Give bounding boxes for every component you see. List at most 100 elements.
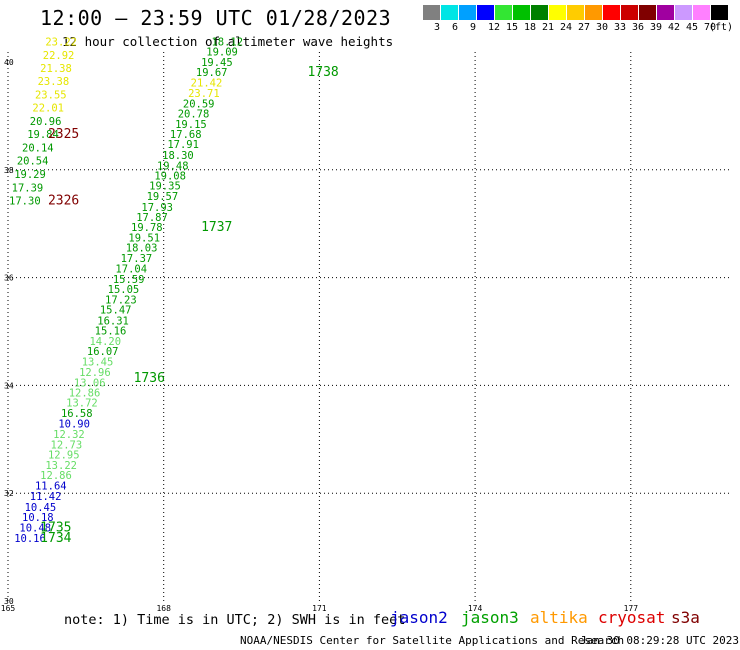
y-tick-label: 36 <box>4 274 14 283</box>
wave-height-label: 10.18 <box>22 512 54 524</box>
wave-height-label: 15.05 <box>108 284 140 296</box>
color-scale-swatch <box>567 5 584 20</box>
pass-time-label: 1738 <box>307 65 338 80</box>
color-scale-tick: 39 <box>650 22 663 33</box>
satellite-label-jason3: jason3 <box>461 608 519 627</box>
color-scale-tick: 18 <box>524 22 537 33</box>
y-tick-label: 38 <box>4 166 14 175</box>
wave-height-label: 19.48 <box>157 160 189 172</box>
wave-height-label: 12.73 <box>51 439 83 451</box>
wave-height-label: 22.01 <box>32 103 64 115</box>
wave-height-label: 19.45 <box>201 57 233 69</box>
wave-height-label: 20.78 <box>178 109 210 121</box>
color-scale-swatch <box>711 5 728 20</box>
wave-height-label: 17.87 <box>136 212 168 224</box>
color-scale-tick: 36 <box>632 22 645 33</box>
wave-height-label: 19.35 <box>149 181 181 193</box>
color-scale-swatch <box>495 5 512 20</box>
y-tick-label: 30 <box>4 597 14 606</box>
wave-height-label: 15.47 <box>100 305 132 317</box>
wave-height-label: 15.16 <box>95 326 127 338</box>
wave-height-label: 18.03 <box>126 243 158 255</box>
wave-height-label: 13.06 <box>74 377 106 389</box>
wave-height-label: 23.55 <box>35 90 67 102</box>
pass-time-label: 1737 <box>201 220 232 235</box>
x-tick-label: 168 <box>156 604 171 613</box>
wave-height-label: 13.72 <box>66 397 98 409</box>
wave-height-label: 14.20 <box>89 336 121 348</box>
color-scale-tick: 21 <box>542 22 555 33</box>
color-scale-swatch <box>585 5 602 20</box>
satellite-label-cryosat: cryosat <box>598 608 666 627</box>
wave-height-label: 23.38 <box>38 76 70 88</box>
wave-height-label: 23.22 <box>45 36 77 48</box>
color-scale-swatch <box>441 5 458 20</box>
wave-height-label: 11.64 <box>35 480 67 492</box>
wave-height-label: 16.07 <box>87 346 119 358</box>
color-scale-swatch <box>693 5 710 20</box>
footer-timestamp: Jan 30 08:29:28 UTC 2023 <box>580 634 739 647</box>
wave-height-label: 19.78 <box>131 222 163 234</box>
wave-height-label: 17.39 <box>12 182 44 194</box>
wave-height-label: 18.30 <box>162 150 194 162</box>
color-scale-tick: 33 <box>614 22 627 33</box>
wave-height-label: 15.59 <box>113 274 145 286</box>
color-scale-tick: 24 <box>560 22 573 33</box>
page-title: 12:00 — 23:59 UTC 01/28/2023 <box>40 6 392 30</box>
y-tick-label: 40 <box>4 58 14 67</box>
color-scale-tick: 45 <box>686 22 699 33</box>
wave-height-label: 17.30 <box>9 195 41 207</box>
page-subtitle: 12 hour collection of altimeter wave hei… <box>62 34 394 49</box>
wave-height-label: 12.96 <box>79 367 111 379</box>
wave-height-label: 23.71 <box>188 88 220 100</box>
pass-time-label: 1734 <box>40 531 71 546</box>
wave-height-label: 12.32 <box>53 429 85 441</box>
wave-height-label: 18.12 <box>211 36 243 48</box>
wave-height-label: 21.38 <box>40 63 72 75</box>
pass-time-label: 2325 <box>48 127 79 142</box>
x-tick-label: 171 <box>312 604 327 613</box>
wave-height-label: 19.67 <box>196 67 228 79</box>
wave-height-label: 12.86 <box>40 470 72 482</box>
color-scale-tick: (ft) <box>709 22 734 33</box>
color-scale-swatch <box>657 5 674 20</box>
y-tick-label: 34 <box>4 381 14 390</box>
satellite-label-altika: altika <box>530 608 588 627</box>
color-scale-swatch <box>675 5 692 20</box>
color-scale-swatch <box>621 5 638 20</box>
color-scale-swatch <box>477 5 494 20</box>
wave-height-label: 10.16 <box>14 533 46 545</box>
color-scale-tick: 12 <box>488 22 501 33</box>
color-scale-tick: 70 <box>704 22 717 33</box>
wave-height-label: 17.37 <box>121 253 153 265</box>
x-tick-label: 174 <box>468 604 483 613</box>
wave-height-label: 13.22 <box>45 460 77 472</box>
wave-height-label: 19.51 <box>128 232 160 244</box>
x-tick-label: 165 <box>1 604 16 613</box>
color-scale-legend: 3 6 9 12 15 18 21 24 27 30 33 36 39 42 45 70 (ft) <box>423 5 733 35</box>
wave-height-label: 20.96 <box>30 116 62 128</box>
wave-height-label: 19.29 <box>14 169 46 181</box>
wave-height-label: 10.45 <box>25 502 57 514</box>
y-tick-label: 32 <box>4 489 14 498</box>
wave-height-label: 16.58 <box>61 408 93 420</box>
wave-height-label: 19.84 <box>27 129 59 141</box>
wave-height-label: 17.91 <box>167 139 199 151</box>
color-scale-swatch <box>513 5 530 20</box>
color-scale-swatch <box>603 5 620 20</box>
wave-height-label: 19.08 <box>154 171 186 183</box>
wave-height-label: 17.23 <box>105 294 137 306</box>
color-scale-swatch <box>531 5 548 20</box>
wave-height-label: 19.57 <box>147 191 179 203</box>
color-scale-tick: 3 <box>434 22 441 33</box>
legend-note: note: 1) Time is in UTC; 2) SWH is in fe… <box>64 612 406 628</box>
color-scale-tick: 6 <box>452 22 459 33</box>
color-scale-swatch <box>459 5 476 20</box>
pass-time-label: 2326 <box>48 193 79 208</box>
color-scale-swatch <box>423 5 440 20</box>
wave-height-label: 11.42 <box>30 491 62 503</box>
color-scale-tick: 30 <box>596 22 609 33</box>
wave-height-label: 19.15 <box>175 119 207 131</box>
pass-time-label: 1736 <box>134 371 165 386</box>
wave-height-label: 12.86 <box>69 388 101 400</box>
